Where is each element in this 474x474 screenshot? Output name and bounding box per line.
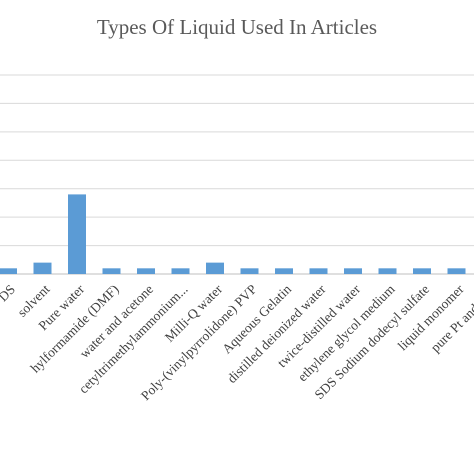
bar	[0, 268, 17, 274]
x-tick-label: DS	[0, 282, 18, 305]
bar	[309, 268, 328, 274]
chart-title: Types Of Liquid Used In Articles	[97, 15, 377, 39]
bar	[171, 268, 190, 274]
bar	[344, 268, 362, 274]
bar	[206, 262, 224, 274]
bar	[447, 268, 466, 274]
bar	[68, 194, 86, 274]
bar	[137, 268, 155, 274]
bar	[275, 268, 293, 274]
bar	[413, 268, 431, 274]
bar	[378, 268, 397, 274]
bar	[33, 262, 52, 274]
bar	[102, 268, 121, 274]
bar	[240, 268, 259, 274]
